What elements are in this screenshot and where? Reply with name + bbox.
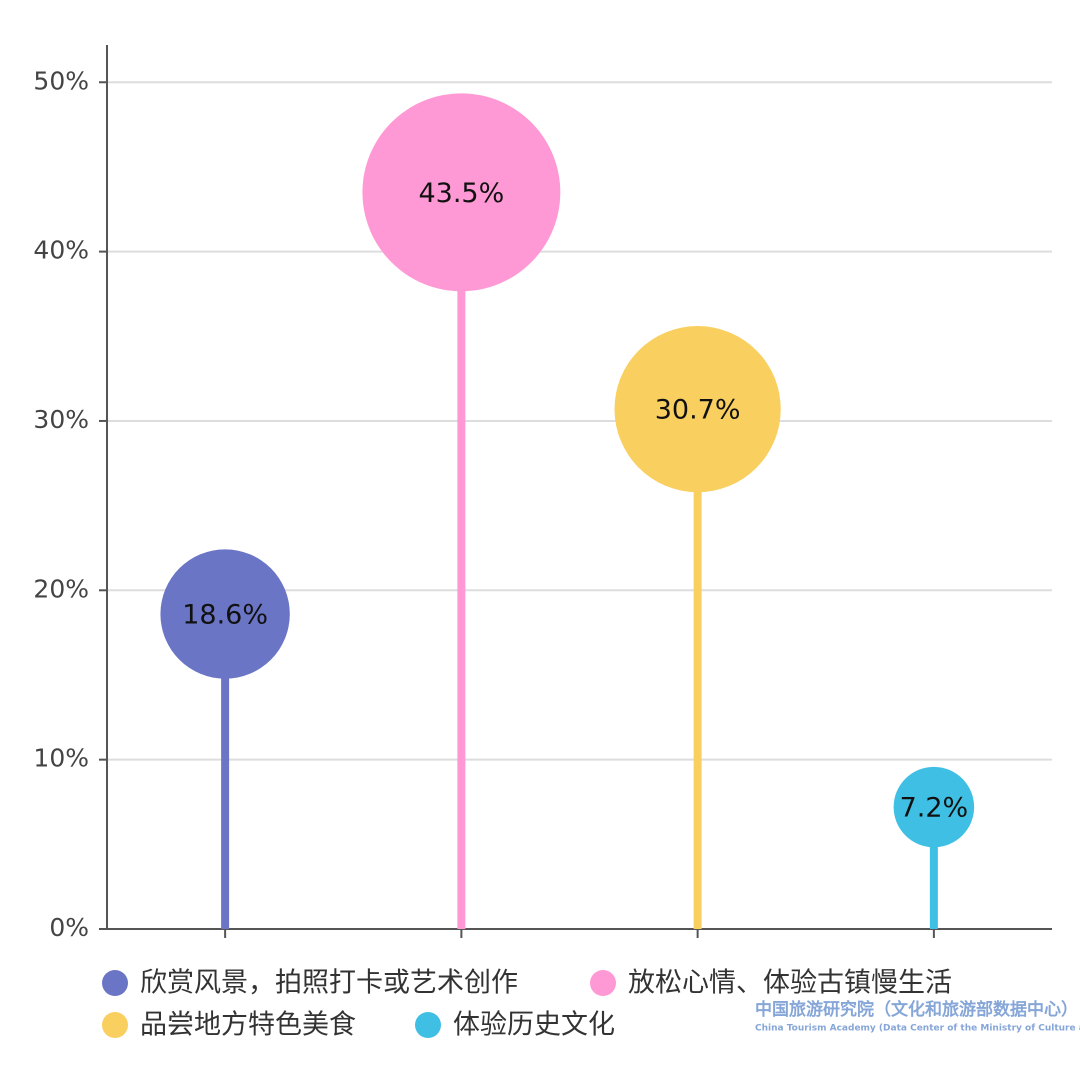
y-tick-label: 20%: [33, 574, 89, 603]
data-label: 7.2%: [900, 793, 969, 824]
y-tick-label: 30%: [33, 405, 89, 434]
legend-swatch: [102, 1012, 128, 1038]
data-label: 30.7%: [655, 395, 741, 426]
legend-label: 欣赏风景，拍照打卡或艺术创作: [140, 968, 518, 999]
legend-swatch: [415, 1012, 441, 1038]
data-label: 43.5%: [418, 178, 504, 209]
y-tick-label: 0%: [49, 913, 89, 942]
lollipop-head: [893, 766, 975, 848]
legend-label: 放松心情、体验古镇慢生活: [628, 968, 952, 999]
legend-swatch: [590, 970, 616, 996]
legend-label: 品尝地方特色美食: [140, 1010, 356, 1041]
data-label: 18.6%: [182, 600, 268, 631]
y-tick-label: 40%: [33, 236, 89, 265]
lollipop-head: [614, 325, 781, 493]
watermark-subtitle: China Tourism Academy (Data Center of th…: [755, 1024, 1080, 1034]
legend-swatch: [102, 970, 128, 996]
legend-label: 体验历史文化: [453, 1010, 615, 1041]
y-tick-label: 50%: [33, 66, 89, 95]
y-tick-label: 10%: [33, 744, 89, 773]
lollipop-head: [362, 93, 561, 292]
watermark-title: 中国旅游研究院（文化和旅游部数据中心）: [755, 999, 1078, 1020]
lollipop-head: [160, 549, 290, 679]
